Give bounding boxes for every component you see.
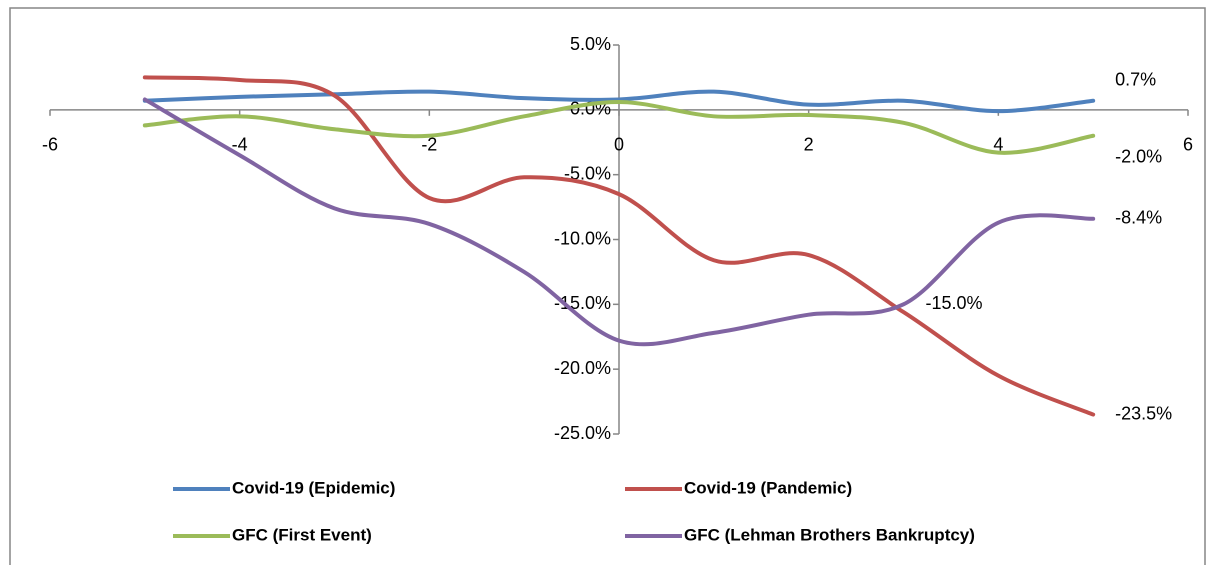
- data-label: -8.4%: [1115, 208, 1162, 228]
- legend-label: Covid-19 (Pandemic): [684, 478, 852, 497]
- x-tick-label: 6: [1183, 135, 1193, 155]
- y-tick-label: -5.0%: [564, 163, 611, 183]
- x-tick-label: 2: [804, 135, 814, 155]
- legend-label: Covid-19 (Epidemic): [232, 478, 395, 497]
- y-tick-label: -25.0%: [554, 423, 611, 443]
- legend-label: GFC (Lehman Brothers Bankruptcy): [684, 525, 975, 544]
- y-tick-label: -20.0%: [554, 358, 611, 378]
- series-line: [142, 100, 1096, 155]
- y-tick-label: 5.0%: [570, 34, 611, 54]
- series-line: [142, 97, 1096, 347]
- data-label: -15.0%: [926, 293, 983, 313]
- chart-frame: [9, 7, 1206, 565]
- series-line: [142, 89, 1096, 114]
- data-label: -23.5%: [1115, 403, 1172, 423]
- x-tick-label: -2: [421, 135, 437, 155]
- legend-label: GFC (First Event): [232, 525, 372, 544]
- x-tick-label: -4: [232, 135, 248, 155]
- data-label: -2.0%: [1115, 147, 1162, 167]
- x-tick-label: -6: [42, 135, 58, 155]
- y-tick-label: -10.0%: [554, 228, 611, 248]
- x-tick-label: 4: [993, 135, 1003, 155]
- x-tick-label: 0: [614, 135, 624, 155]
- data-label: 0.7%: [1115, 70, 1156, 90]
- series-line: [142, 75, 1096, 417]
